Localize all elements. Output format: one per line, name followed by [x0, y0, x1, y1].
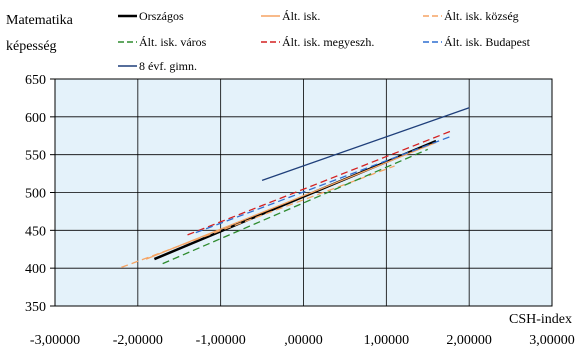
series-line: [162, 148, 429, 265]
series-line: [261, 107, 470, 182]
y-axis-title-line-2: képesség: [6, 39, 57, 54]
y-axis-title: Matematika képesség: [6, 13, 74, 54]
series-line: [195, 135, 453, 234]
x-tick-label: -3,00000: [30, 333, 80, 348]
y-tick-label: 600: [25, 111, 46, 126]
y-tick-label: 400: [25, 262, 46, 277]
legend-label: 8 évf. gimn.: [139, 59, 197, 73]
y-tick-label: 550: [25, 149, 46, 164]
x-tick-label: -1,00000: [196, 333, 246, 348]
y-axis-title-line-1: Matematika: [6, 13, 74, 28]
legend-label: Ált. isk. város: [139, 35, 207, 49]
x-tick-label: 2,00000: [446, 333, 492, 348]
axes: [50, 78, 552, 307]
x-tick-label: 3,00000: [529, 333, 575, 348]
series-line: [187, 129, 453, 236]
legend-label: Ált. isk.: [282, 9, 320, 23]
x-tick-labels: -3,00000 -2,00000 -1,00000 ,00000 1,00000 2,0…: [30, 333, 575, 348]
legend-label: Ált. isk. megyeszh.: [282, 35, 374, 49]
y-tick-label: 500: [25, 187, 46, 202]
x-tick-label: -2,00000: [113, 333, 163, 348]
series-line: [153, 139, 437, 261]
legend-label: Ált. isk. község: [444, 9, 519, 23]
legend-label: Ált. isk. Budapest: [444, 35, 531, 49]
x-axis-title: CSH-index: [509, 312, 572, 327]
x-tick-label: ,00000: [284, 333, 323, 348]
legend: Országos Ált. isk. Ált. isk. község Ált. is…: [118, 9, 531, 73]
y-tick-label: 450: [25, 224, 46, 239]
y-tick-labels: 350 400 450 500 550 600 650: [25, 73, 46, 315]
x-tick-label: 1,00000: [364, 333, 410, 348]
y-tick-label: 350: [25, 300, 46, 315]
series-lines: [121, 107, 470, 269]
y-tick-label: 650: [25, 73, 46, 88]
legend-label: Országos: [139, 9, 184, 23]
